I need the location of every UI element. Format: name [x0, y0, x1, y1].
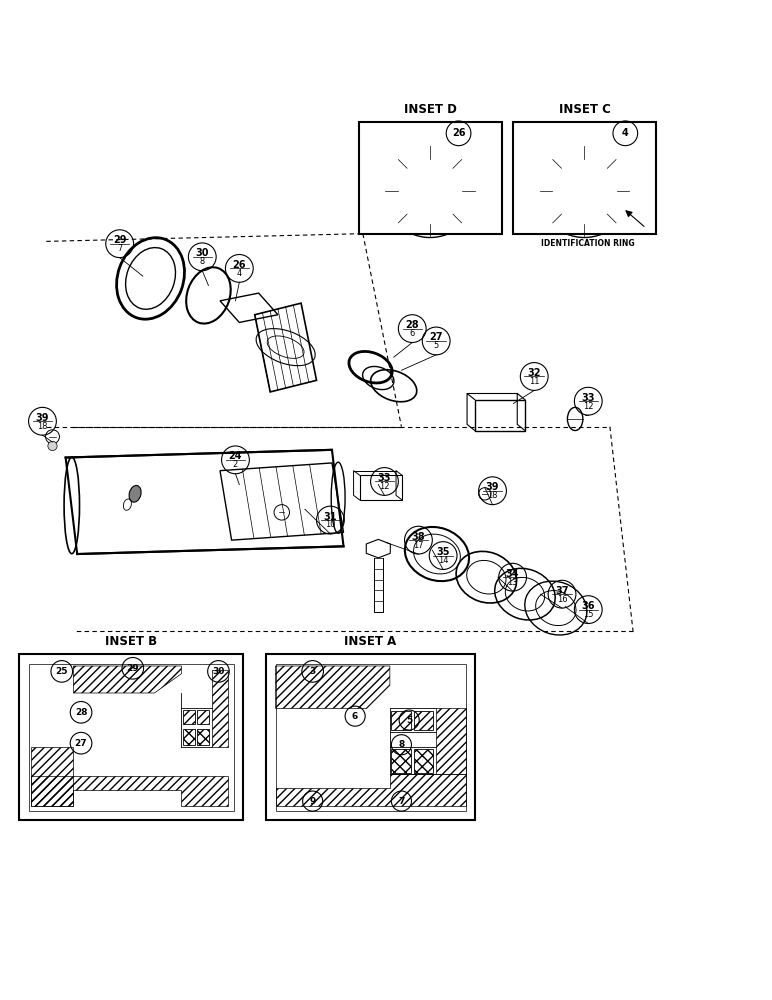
Text: 31: 31 — [323, 512, 337, 522]
Text: 10: 10 — [325, 520, 336, 529]
Text: 39: 39 — [36, 413, 49, 423]
Text: 24: 24 — [229, 451, 242, 461]
Circle shape — [479, 488, 491, 500]
Text: 2: 2 — [233, 460, 238, 469]
Text: 29: 29 — [127, 664, 139, 673]
Circle shape — [48, 441, 57, 451]
Text: 26: 26 — [232, 260, 246, 270]
Text: 32: 32 — [527, 368, 541, 378]
Text: 36: 36 — [581, 601, 595, 611]
Text: INSET D: INSET D — [404, 103, 457, 116]
Text: 33: 33 — [378, 473, 391, 483]
FancyBboxPatch shape — [19, 654, 243, 820]
Text: 33: 33 — [581, 393, 595, 403]
Text: 5: 5 — [406, 716, 412, 725]
FancyBboxPatch shape — [197, 710, 209, 724]
Text: 29: 29 — [113, 235, 127, 245]
FancyBboxPatch shape — [183, 710, 195, 724]
Text: 12: 12 — [583, 402, 594, 411]
Text: 30: 30 — [212, 667, 225, 676]
Circle shape — [46, 430, 59, 444]
Text: 14: 14 — [438, 556, 449, 565]
FancyBboxPatch shape — [266, 654, 475, 820]
Text: 39: 39 — [486, 482, 499, 492]
Ellipse shape — [129, 485, 141, 502]
Text: 8: 8 — [200, 257, 205, 266]
Text: INSET C: INSET C — [559, 103, 611, 116]
Text: INSET A: INSET A — [344, 635, 397, 648]
Text: 6: 6 — [352, 712, 358, 721]
Text: 18: 18 — [487, 491, 498, 500]
Text: 27: 27 — [429, 332, 443, 342]
Text: 4: 4 — [622, 128, 628, 138]
Text: 28: 28 — [75, 708, 87, 717]
FancyBboxPatch shape — [513, 122, 656, 234]
Text: 30: 30 — [195, 248, 209, 258]
Text: 5: 5 — [434, 341, 438, 350]
FancyBboxPatch shape — [29, 664, 234, 811]
Text: INSET B: INSET B — [105, 635, 157, 648]
FancyBboxPatch shape — [197, 729, 209, 745]
FancyBboxPatch shape — [359, 122, 502, 234]
Text: 27: 27 — [75, 739, 87, 748]
Text: 9: 9 — [310, 797, 316, 806]
Text: 37: 37 — [555, 586, 569, 596]
Circle shape — [409, 170, 418, 179]
Text: 25: 25 — [56, 667, 68, 676]
FancyBboxPatch shape — [414, 749, 433, 773]
Text: 26: 26 — [452, 128, 466, 138]
Circle shape — [274, 505, 290, 520]
Text: 35: 35 — [436, 547, 450, 557]
Text: 28: 28 — [405, 320, 419, 330]
Text: 15: 15 — [583, 610, 594, 619]
Text: 38: 38 — [411, 532, 425, 542]
FancyBboxPatch shape — [475, 400, 525, 431]
Text: 3: 3 — [310, 667, 316, 676]
FancyBboxPatch shape — [391, 711, 411, 730]
FancyBboxPatch shape — [391, 749, 411, 773]
Text: 11: 11 — [529, 377, 540, 386]
Text: 18: 18 — [37, 422, 48, 431]
Text: 17: 17 — [413, 541, 424, 550]
Text: 7: 7 — [398, 797, 405, 806]
Text: 12: 12 — [379, 482, 390, 491]
FancyBboxPatch shape — [414, 711, 433, 730]
Circle shape — [442, 203, 451, 212]
Text: 6: 6 — [410, 329, 415, 338]
Text: 13: 13 — [507, 578, 518, 587]
Text: 7: 7 — [117, 244, 122, 253]
FancyBboxPatch shape — [276, 664, 466, 811]
FancyBboxPatch shape — [360, 475, 402, 500]
Text: 34: 34 — [506, 569, 520, 579]
Circle shape — [442, 170, 451, 179]
Text: 4: 4 — [237, 269, 242, 278]
Text: 16: 16 — [557, 595, 567, 604]
FancyBboxPatch shape — [183, 729, 195, 745]
Circle shape — [409, 203, 418, 212]
Text: 8: 8 — [398, 740, 405, 749]
Text: IDENTIFICATION RING: IDENTIFICATION RING — [541, 239, 635, 248]
